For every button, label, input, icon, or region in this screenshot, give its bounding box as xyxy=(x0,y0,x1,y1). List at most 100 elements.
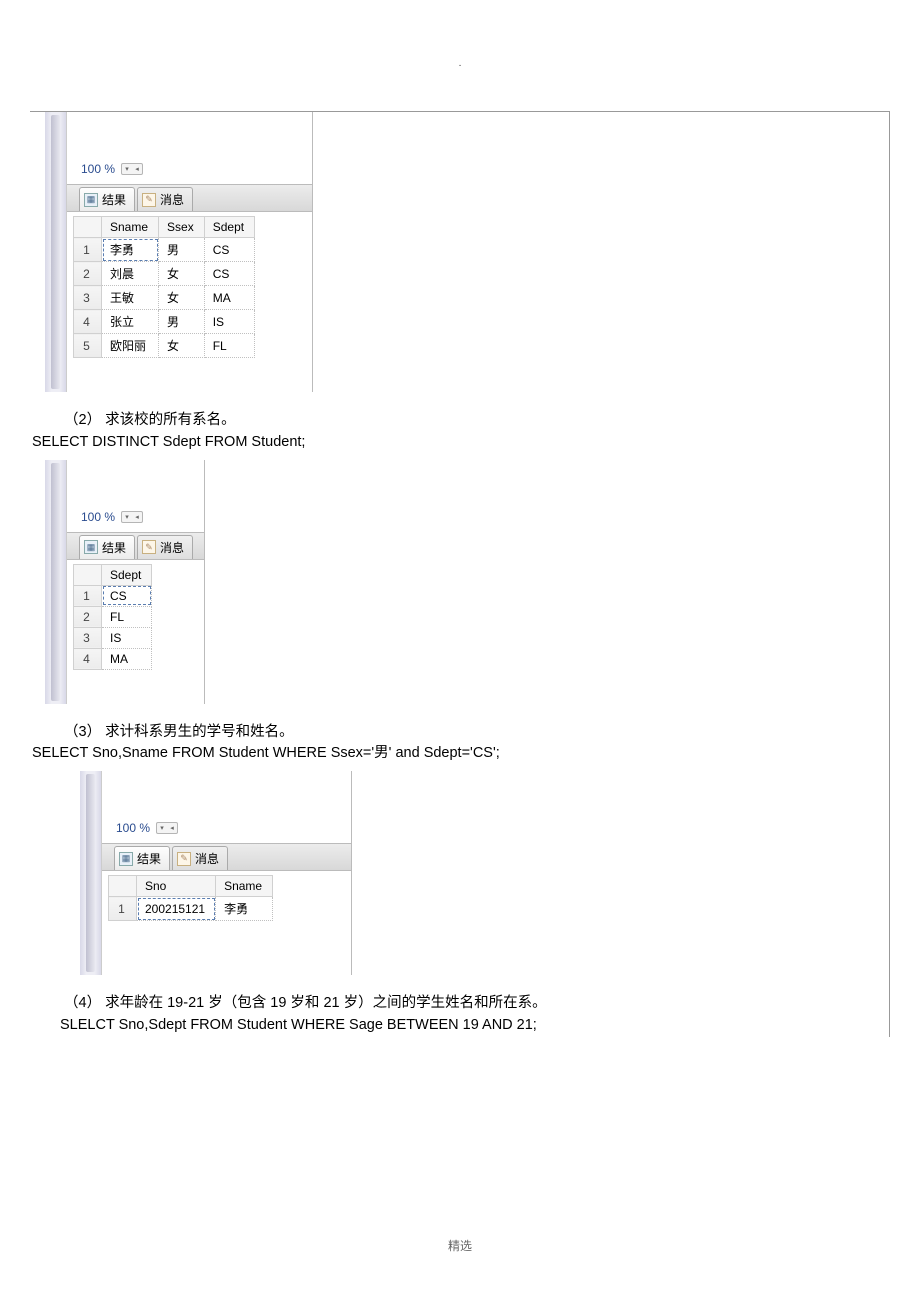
panel-gutter xyxy=(80,771,102,975)
chevron-left-icon: ◂ xyxy=(132,512,142,522)
cell[interactable]: MA xyxy=(204,286,254,310)
table-header-row: Sno Sname xyxy=(109,876,273,897)
table-row[interactable]: 1 李勇 男 CS xyxy=(74,238,255,262)
row-number: 3 xyxy=(74,286,102,310)
table-header-row: Sdept xyxy=(74,564,152,585)
tab-results[interactable]: ▦ 结果 xyxy=(79,535,135,559)
question-3-sql: SELECT Sno,Sname FROM Student WHERE Ssex… xyxy=(32,743,889,765)
cell[interactable]: FL xyxy=(204,334,254,358)
tabs-2: ▦ 结果 ✎ 消息 xyxy=(67,532,204,560)
result-table-2: Sdept 1 CS 2 FL 3 IS 4 MA xyxy=(73,564,152,670)
tab-results[interactable]: ▦ 结果 xyxy=(114,846,170,870)
row-number: 2 xyxy=(74,606,102,627)
cell[interactable]: CS xyxy=(102,585,152,606)
table-row[interactable]: 1 CS xyxy=(74,585,152,606)
grid-icon: ▦ xyxy=(84,193,98,207)
question-4-title: （4） 求年龄在 19-21 岁（包含 19 岁和 21 岁）之间的学生姓名和所… xyxy=(64,993,889,1015)
zoom-row: 100 % ▾ ◂ xyxy=(81,162,312,176)
cell[interactable]: 女 xyxy=(159,334,205,358)
tab-label: 结果 xyxy=(137,850,161,867)
cell[interactable]: 女 xyxy=(159,262,205,286)
cell[interactable]: 刘晨 xyxy=(102,262,159,286)
corner-cell xyxy=(74,217,102,238)
panel-gutter xyxy=(45,112,67,392)
question-3-title: （3） 求计科系男生的学号和姓名。 xyxy=(64,722,889,744)
question-2-title: （2） 求该校的所有系名。 xyxy=(64,410,889,432)
zoom-row: 100 % ▾ ◂ xyxy=(116,821,351,835)
panel-gutter xyxy=(45,460,67,704)
row-number: 3 xyxy=(74,627,102,648)
corner-cell xyxy=(74,564,102,585)
cell[interactable]: IS xyxy=(204,310,254,334)
col-header[interactable]: Sname xyxy=(102,217,159,238)
tabs-3: ▦ 结果 ✎ 消息 xyxy=(102,843,351,871)
col-header[interactable]: Sdept xyxy=(204,217,254,238)
tab-label: 结果 xyxy=(102,539,126,556)
table-row[interactable]: 1 200215121 李勇 xyxy=(109,897,273,921)
zoom-value: 100 % xyxy=(81,510,115,524)
row-number: 4 xyxy=(74,648,102,669)
row-number: 5 xyxy=(74,334,102,358)
table-row[interactable]: 5 欧阳丽 女 FL xyxy=(74,334,255,358)
cell[interactable]: 女 xyxy=(159,286,205,310)
tab-label: 结果 xyxy=(102,191,126,208)
tab-messages[interactable]: ✎ 消息 xyxy=(137,535,193,559)
tab-messages[interactable]: ✎ 消息 xyxy=(137,187,193,211)
cell[interactable]: 200215121 xyxy=(137,897,216,921)
page-footer: 精选 xyxy=(0,1237,920,1284)
table-header-row: Sname Ssex Sdept xyxy=(74,217,255,238)
cell[interactable]: 王敏 xyxy=(102,286,159,310)
row-number: 4 xyxy=(74,310,102,334)
tab-label: 消息 xyxy=(160,539,184,556)
cell[interactable]: CS xyxy=(204,262,254,286)
tab-label: 消息 xyxy=(195,850,219,867)
cell[interactable]: CS xyxy=(204,238,254,262)
grid-icon: ▦ xyxy=(119,852,133,866)
cell[interactable]: 李勇 xyxy=(102,238,159,262)
cell[interactable]: 张立 xyxy=(102,310,159,334)
message-icon: ✎ xyxy=(177,852,191,866)
table-row[interactable]: 3 王敏 女 MA xyxy=(74,286,255,310)
chevron-down-icon: ▾ xyxy=(122,164,132,174)
table-row[interactable]: 3 IS xyxy=(74,627,152,648)
col-header[interactable]: Sdept xyxy=(102,564,152,585)
zoom-dropdown[interactable]: ▾ ◂ xyxy=(121,511,143,523)
result-table-1: Sname Ssex Sdept 1 李勇 男 CS 2 刘晨 女 CS xyxy=(73,216,255,358)
col-header[interactable]: Sno xyxy=(137,876,216,897)
question-2-sql: SELECT DISTINCT Sdept FROM Student; xyxy=(32,432,889,454)
table-row[interactable]: 4 MA xyxy=(74,648,152,669)
result-panel-2: 100 % ▾ ◂ ▦ 结果 ✎ 消息 Sdept xyxy=(45,460,205,704)
cell[interactable]: 欧阳丽 xyxy=(102,334,159,358)
chevron-down-icon: ▾ xyxy=(157,823,167,833)
row-number: 1 xyxy=(74,585,102,606)
cell[interactable]: MA xyxy=(102,648,152,669)
zoom-value: 100 % xyxy=(81,162,115,176)
cell[interactable]: IS xyxy=(102,627,152,648)
tab-results[interactable]: ▦ 结果 xyxy=(79,187,135,211)
message-icon: ✎ xyxy=(142,540,156,554)
result-panel-1: 100 % ▾ ◂ ▦ 结果 ✎ 消息 Sname xyxy=(45,112,313,392)
table-row[interactable]: 4 张立 男 IS xyxy=(74,310,255,334)
zoom-dropdown[interactable]: ▾ ◂ xyxy=(121,163,143,175)
tabs-1: ▦ 结果 ✎ 消息 xyxy=(67,184,312,212)
row-number: 1 xyxy=(109,897,137,921)
zoom-dropdown[interactable]: ▾ ◂ xyxy=(156,822,178,834)
grid-icon: ▦ xyxy=(84,540,98,554)
chevron-down-icon: ▾ xyxy=(122,512,132,522)
question-4-sql: SLELCT Sno,Sdept FROM Student WHERE Sage… xyxy=(60,1015,889,1037)
col-header[interactable]: Sname xyxy=(216,876,273,897)
tab-messages[interactable]: ✎ 消息 xyxy=(172,846,228,870)
content-frame: 100 % ▾ ◂ ▦ 结果 ✎ 消息 Sname xyxy=(30,111,890,1037)
cell[interactable]: 李勇 xyxy=(216,897,273,921)
corner-cell xyxy=(109,876,137,897)
message-icon: ✎ xyxy=(142,193,156,207)
col-header[interactable]: Ssex xyxy=(159,217,205,238)
cell[interactable]: 男 xyxy=(159,310,205,334)
cell[interactable]: FL xyxy=(102,606,152,627)
cell[interactable]: 男 xyxy=(159,238,205,262)
result-table-3: Sno Sname 1 200215121 李勇 xyxy=(108,875,273,921)
table-row[interactable]: 2 FL xyxy=(74,606,152,627)
table-row[interactable]: 2 刘晨 女 CS xyxy=(74,262,255,286)
zoom-row: 100 % ▾ ◂ xyxy=(81,510,204,524)
row-number: 2 xyxy=(74,262,102,286)
